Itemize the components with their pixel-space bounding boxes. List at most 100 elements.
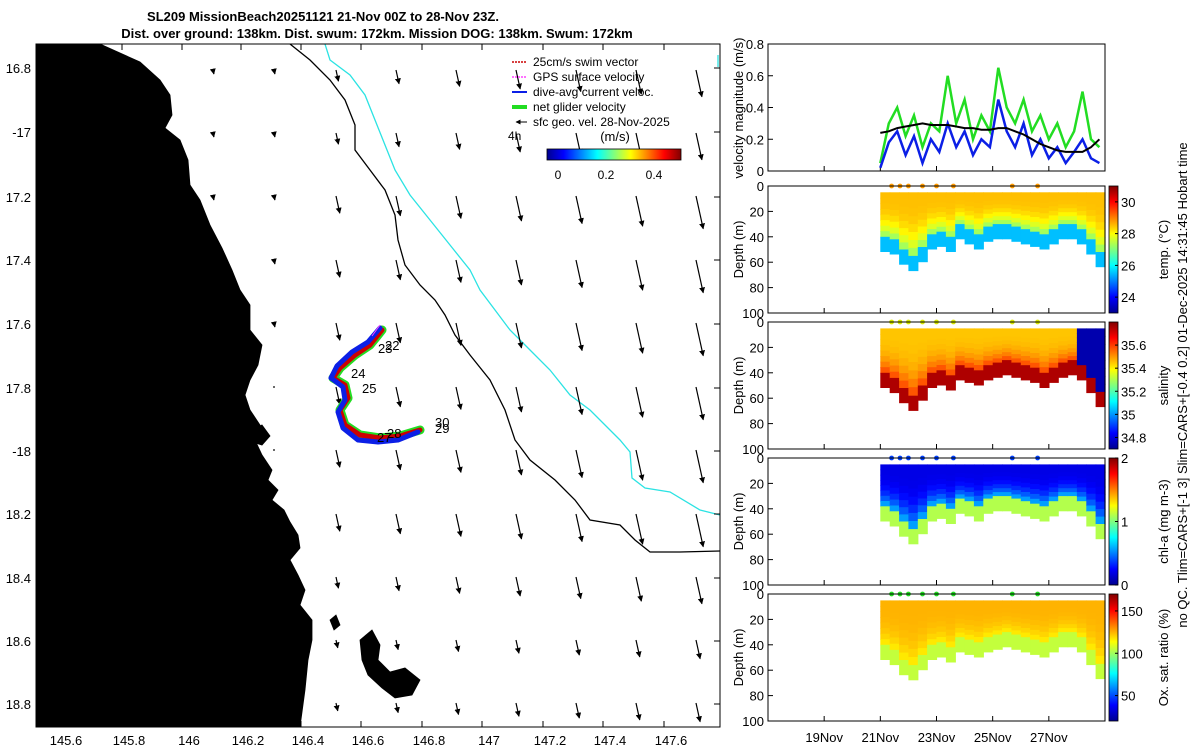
map-lat-tick: 18.8 (6, 697, 31, 712)
section-cell (1048, 501, 1059, 517)
section-cell (1011, 205, 1022, 211)
section-cell (1058, 624, 1069, 629)
geo-vel-arrow (635, 639, 642, 658)
section-cell (880, 225, 891, 232)
section-cell (1020, 365, 1031, 381)
section-cell (1076, 360, 1087, 366)
section-cell (1020, 628, 1031, 634)
section-cell (936, 498, 947, 505)
legend-label-gps: GPS surface velocity (533, 70, 644, 84)
section-cell (917, 342, 928, 351)
section-cell (1011, 362, 1022, 378)
section-cell (1048, 478, 1059, 484)
section-panel-oxy: 0 20 40 60 80 100 Depth (m) 150 100 50 Ox. sat. ra… (731, 587, 1171, 729)
time-scale-label: 4h (508, 129, 521, 143)
section-cell (1030, 333, 1041, 339)
section-cell (964, 192, 975, 198)
section-cell (1039, 367, 1050, 374)
section-cell (1020, 600, 1031, 606)
geo-vel-arrow (695, 386, 705, 421)
section-panel-salinity: 0 20 40 60 80 100 Depth (m) 35.6 35.4 35.2 35 34.8 s… (731, 315, 1171, 457)
section-cell (908, 208, 919, 217)
section-cell (964, 496, 975, 502)
section-cell (964, 625, 975, 631)
section-cell (1039, 350, 1050, 357)
section-cell (955, 632, 966, 638)
section-cell (1076, 346, 1087, 352)
section-cell (945, 618, 956, 625)
geo-vel-arrow (635, 702, 642, 721)
section-cell (1095, 648, 1106, 657)
section-cell (1067, 468, 1078, 473)
section-cell (880, 639, 891, 646)
section-cell (1002, 328, 1012, 333)
section-cell (1095, 192, 1106, 201)
section-cell (973, 464, 984, 471)
section-cell (917, 356, 928, 365)
section-cell (1067, 484, 1078, 489)
section-cell (983, 468, 994, 474)
section-cell (983, 600, 994, 606)
section-cell (1011, 328, 1022, 334)
section-cell (1039, 637, 1050, 643)
section-cell (983, 605, 994, 611)
section-cell (889, 221, 900, 229)
section-cell (917, 614, 928, 622)
section-cell (1076, 614, 1087, 620)
map-lon-tick: 147.6 (655, 733, 688, 748)
geo-vel-arrow (515, 132, 522, 153)
section-cell (973, 349, 984, 356)
section-cell (1048, 482, 1059, 488)
section-cell (945, 635, 956, 643)
section-cell (1095, 516, 1106, 525)
section-cell (1086, 221, 1097, 229)
section-cell (889, 649, 900, 666)
section-cell (973, 338, 984, 345)
section-cell (927, 474, 938, 481)
section-cell (983, 481, 994, 487)
section-cell (992, 208, 1003, 213)
section-cell (945, 375, 956, 391)
section-cell (955, 333, 966, 339)
section-cell (889, 371, 900, 379)
section-cell (1020, 614, 1031, 620)
section-cell (1076, 600, 1087, 606)
section-cell (973, 234, 984, 250)
section-cell (964, 353, 975, 359)
section-cell (917, 335, 928, 344)
section-cell (1095, 391, 1106, 408)
section-cell (889, 365, 900, 373)
section-cell (1011, 358, 1022, 364)
geo-vel-arrow (695, 702, 702, 723)
section-cell (936, 231, 947, 247)
section-cell (899, 471, 910, 480)
section-cell (973, 229, 984, 235)
section-cell (1058, 620, 1069, 625)
depth-label: Depth (m) (731, 221, 746, 279)
section-cell (1039, 621, 1050, 628)
section-cell (936, 328, 947, 335)
map-lat-tick: 16.8 (6, 61, 31, 76)
depth-tick: 0 (757, 315, 764, 330)
section-cell (973, 354, 984, 361)
section-cell (1095, 336, 1106, 345)
depth-tick: 40 (750, 366, 764, 381)
section-cell (1086, 204, 1097, 211)
section-cell (1067, 356, 1078, 361)
section-cell (1011, 494, 1022, 500)
section-cell (955, 637, 966, 653)
section-cell (1011, 341, 1022, 347)
section-cell (1086, 487, 1097, 495)
section-cell (983, 351, 994, 357)
section-cell (880, 469, 891, 476)
section-cell (927, 600, 938, 607)
section-cell (1048, 469, 1059, 475)
section-cell (1058, 480, 1069, 485)
section-cell (1039, 600, 1050, 607)
section-cell (899, 485, 910, 494)
section-cell (964, 464, 975, 470)
section-cell (1095, 222, 1106, 231)
depth-tick: 40 (750, 230, 764, 245)
velocity-yticks: 0 0.2 0.4 0.6 0.8 (746, 37, 1050, 179)
